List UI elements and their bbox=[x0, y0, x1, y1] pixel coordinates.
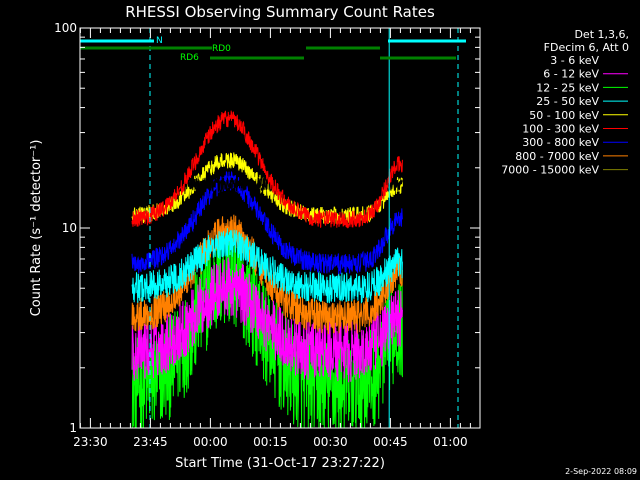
x-axis-label: Start Time (31-Oct-17 23:27:22) bbox=[175, 456, 385, 471]
axes: 1 10 100 23:30 23:45 00:00 00:15 00:30 00:45 01:0… bbox=[54, 21, 481, 449]
series-line-2 bbox=[131, 257, 403, 383]
state-bar-label-rd0: RD0 bbox=[212, 44, 231, 54]
y-tick-label: 100 bbox=[54, 21, 77, 35]
series-line-7 bbox=[131, 170, 403, 275]
legend-entry-label: 12 - 25 keV bbox=[536, 81, 599, 94]
y-tick-label: 10 bbox=[62, 221, 77, 235]
x-tick-label: 00:00 bbox=[193, 435, 228, 449]
legend-entry-label: 100 - 300 keV bbox=[522, 123, 599, 136]
series-line-8 bbox=[131, 214, 403, 335]
legend-entry-label: 50 - 100 keV bbox=[529, 109, 599, 122]
legend-entry-label: 25 - 50 keV bbox=[536, 95, 599, 108]
x-tick-label: 00:15 bbox=[253, 435, 288, 449]
legend-entry-label: 300 - 800 keV bbox=[522, 136, 599, 149]
legend-header: FDecim 6, Att 0 bbox=[544, 41, 629, 54]
y-tick-label: 1 bbox=[69, 421, 77, 435]
x-tick-label: 00:30 bbox=[313, 435, 348, 449]
x-tick-label: 23:45 bbox=[133, 435, 168, 449]
state-bar-label-rd6: RD6 bbox=[180, 53, 199, 63]
state-bar-label-n: N bbox=[156, 36, 163, 46]
y-axis-label: Count Rate (s⁻¹ detector⁻¹) bbox=[29, 140, 44, 317]
legend-header: Det 1,3,6, bbox=[574, 28, 629, 41]
x-tick-label: 23:30 bbox=[73, 435, 108, 449]
legend-entry-label: 6 - 12 keV bbox=[543, 68, 599, 81]
legend-entry-label: 3 - 6 keV bbox=[550, 54, 599, 67]
series-line-4 bbox=[131, 228, 403, 304]
legend-entry-label: 800 - 7000 keV bbox=[515, 150, 599, 163]
chart-title: RHESSI Observing Summary Count Rates bbox=[125, 3, 435, 21]
x-tick-label: 00:45 bbox=[373, 435, 408, 449]
footer-timestamp: 2-Sep-2022 08:09 bbox=[565, 467, 637, 476]
series-line-6 bbox=[131, 110, 403, 229]
legend-entry-label: 7000 - 15000 keV bbox=[501, 164, 599, 177]
x-tick-label: 01:00 bbox=[433, 435, 468, 449]
